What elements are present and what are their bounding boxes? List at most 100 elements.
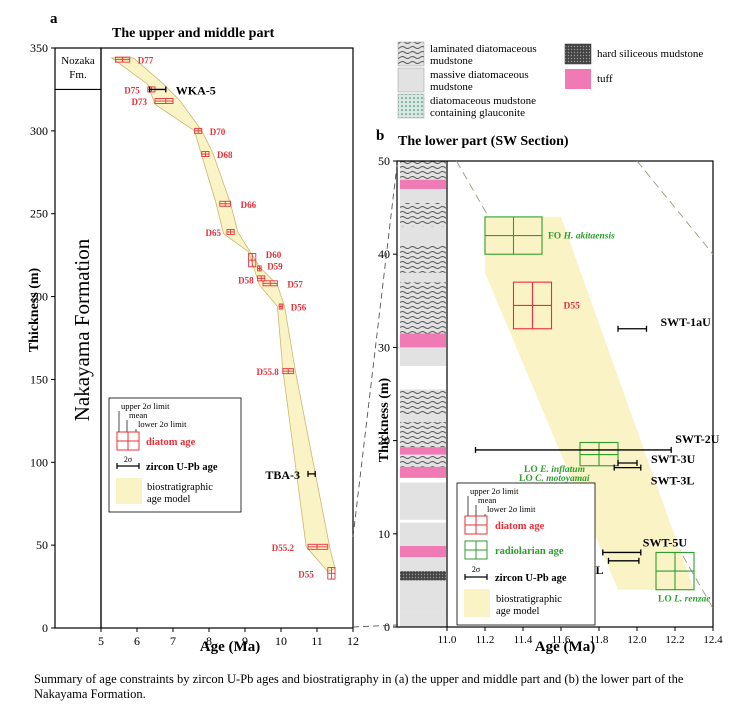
panel-a-y-ticks: 0 50 100 150 200 250 300 350 [30,41,55,635]
panel-b-age-model [485,216,694,590]
x-tick-label-12: 12 [347,634,359,648]
panel-a: a The upper and middle part Nozaka Fm. N… [27,11,359,655]
legend-model-swatch [116,478,142,504]
lithology-layer [400,389,446,415]
glauconite-label-line2: containing glauconite [430,107,525,119]
tuff-swatch [565,69,591,89]
massive-label-line1: massive diatomaceous [430,69,529,81]
radiolarian-LO E. inflatum: LO E. inflatumLO C. motoyamai [519,441,619,484]
b-diatom-label-D55: D55 [564,301,581,311]
panel-b-x-axis-label: Age (Ma) [535,639,595,655]
y-tick-label-350: 350 [30,41,48,55]
laminated-swatch [397,41,425,67]
legend-sigma: 2σ [124,455,133,464]
lithology-layer [400,272,446,283]
diatom-D66: D66 [219,200,257,210]
lithology-layer [400,477,446,483]
lithology-layer [400,414,446,422]
b-y-tick-label-50: 50 [378,154,390,168]
zircon-WKA-5: WKA-5 [148,83,216,97]
diatom-label-D60: D60 [266,250,282,260]
y-tick-label-250: 250 [30,207,48,221]
panel-b-x-ticks: 11.0 11.2 11.4 11.6 11.8 12.0 12.2 12.4 [438,627,723,646]
legend-model-label-line2: age model [147,494,191,505]
b-zircon-SWT-5U: SWT-5U [602,535,687,556]
glauconite-label-line1: diatomaceous mudstone [430,95,536,107]
panel-a-legend: upper 2σ limit mean lower 2σ limit diato… [108,397,242,513]
y-tick-label-100: 100 [30,455,48,469]
b-zircon-SWT-1aU: SWT-1aU [617,315,711,332]
legend-b-radiolarian-cross [465,541,487,559]
panel-b-y-axis-label: Thickness (m) [377,377,392,462]
diatom-label-D55.8: D55.8 [257,367,280,377]
legend-b-diatom-cross [465,516,487,534]
lithology-layer [400,519,446,523]
x-tick-label-9: 9 [242,634,248,648]
panel-a-x-ticks: 5 6 7 8 9 10 11 12 [98,628,359,648]
hard-mudstone-swatch [564,43,592,65]
diatom-label-D56: D56 [291,303,307,313]
connector-line-bottom [352,624,398,628]
laminated-label-line1: laminated diatomaceous [430,43,537,55]
diatom-D65: D65 [206,228,235,238]
lithology-layer [400,454,446,467]
panel-b-title: The lower part (SW Section) [398,134,569,149]
massive-label-line2: mudstone [430,81,473,93]
b-zircon-SWT-3L: SWT-3L [613,464,695,488]
legend-b-model-label-line2: age model [496,606,540,617]
lithology-layer [400,545,446,558]
nozaka-label-line2: Fm. [69,69,87,81]
diatom-D55.2: D55.2 [272,543,329,553]
legend-b-mean: mean [478,495,497,505]
legend-model-label-line1: biostratigraphic [147,482,213,493]
b-diatom-D55: D55 [512,281,581,330]
lithology-layer [400,161,446,180]
panel-a-label: a [50,11,58,27]
legend-b-model-label-line1: biostratigraphic [496,594,562,605]
legend-b-radiolarian-label: radiolarian age [495,546,564,557]
diatom-label-D55: D55 [298,569,314,579]
y-tick-label-0: 0 [42,621,48,635]
b-y-tick-label-20: 20 [378,434,390,448]
lithology-layer [400,333,446,348]
radiolarian-label-0: FO H. akitaensis [548,232,615,242]
radiolarian-label-1: LO E. inflatum [524,465,585,475]
legend-mean: mean [129,410,148,420]
legend-diatom-label: diatom age [146,437,196,448]
diatom-D70: D70 [194,127,226,137]
diatom-label-D70: D70 [210,127,226,137]
diatom-label-D58: D58 [238,275,254,285]
b-y-tick-label-30: 30 [378,340,390,354]
b-y-tick-label-0: 0 [384,620,390,634]
y-tick-label-50: 50 [36,538,48,552]
diatom-D68: D68 [201,150,233,160]
lithology-layer [400,557,446,572]
lithology-layer [400,244,446,273]
diatom-D60: D60 [248,250,282,268]
b-y-tick-label-10: 10 [378,527,390,541]
lithology-layer [400,612,446,627]
y-tick-label-300: 300 [30,124,48,138]
lithology-layer [400,482,446,520]
legend-zircon-symbol [116,463,140,469]
tuff-label: tuff [597,73,613,85]
legend-b-zircon-symbol [464,574,488,580]
radiolarian-label-1-b: LO C. motoyamai [519,474,590,484]
diatom-D77: D77 [114,56,154,66]
diatom-label-D55.2: D55.2 [272,543,295,553]
lithology-layer [400,580,446,613]
b-zircon-label-SWT-3L: SWT-3L [651,474,695,488]
diatom-D56: D56 [278,303,307,313]
radiolarian-FO H. akitaensis: FO H. akitaensis [484,216,615,255]
massive-swatch [397,67,425,93]
nozaka-label-line1: Nozaka [61,55,95,67]
legend-zircon-label: zircon U-Pb age [146,462,218,473]
panel-a-title: The upper and middle part [112,26,275,41]
x-tick-label-8: 8 [206,634,212,648]
panel-a-zircon-ages: WKA-5 TBA-3 [148,83,316,482]
b-x-tick-label-11.8: 11.8 [590,634,609,646]
diatom-label-D73: D73 [132,97,148,107]
legend-b-diatom-label: diatom age [495,521,545,532]
